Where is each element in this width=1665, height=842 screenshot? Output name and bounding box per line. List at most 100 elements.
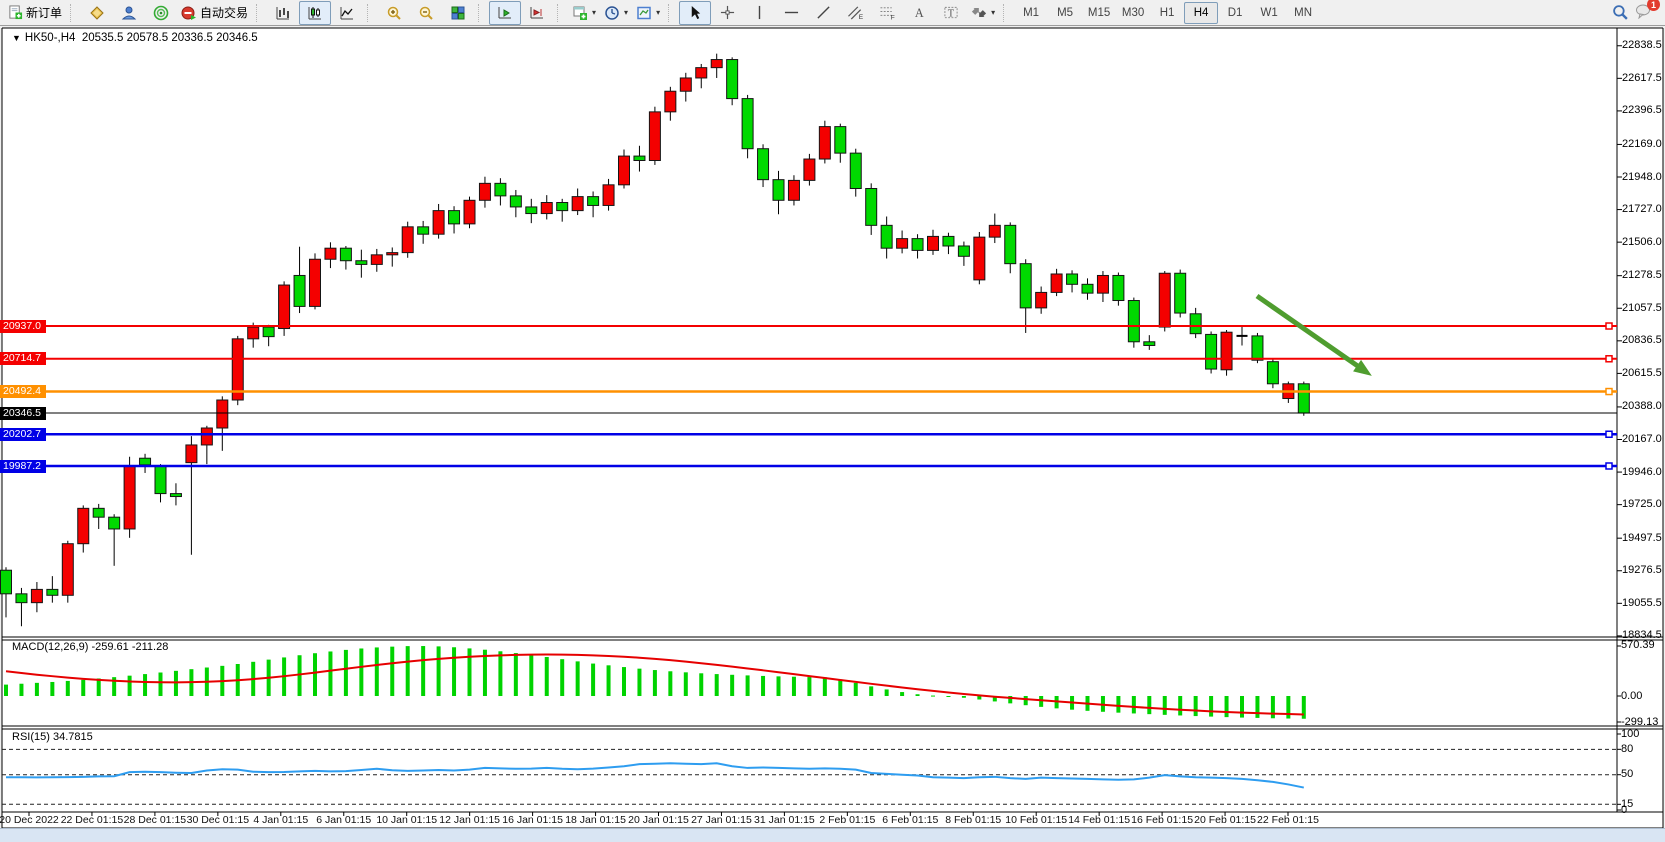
gold-button[interactable] [81, 1, 113, 25]
timeframe-m15[interactable]: M15 [1087, 6, 1111, 19]
line-chart-type-button[interactable] [331, 1, 363, 25]
trendline-button[interactable] [807, 1, 839, 25]
candle [278, 281, 291, 336]
macd-histogram-bar [560, 659, 565, 696]
new-order-button[interactable]: 新订单 [4, 1, 66, 25]
vertical-line-icon [758, 5, 760, 20]
candle [1174, 269, 1187, 318]
candle [1019, 259, 1032, 333]
macd-histogram-bar [946, 696, 951, 697]
time-axis-label: 18 Jan 01:15 [565, 814, 626, 826]
text-button[interactable]: A [903, 1, 935, 25]
candle [865, 183, 878, 235]
macd-histogram-bar [606, 665, 611, 696]
candle-chart-type-button[interactable] [299, 0, 332, 25]
tile-windows-button[interactable] [442, 1, 474, 25]
timeframe-m5[interactable]: M5 [1057, 6, 1074, 19]
macd-histogram-bar [745, 675, 750, 696]
candle [123, 456, 136, 538]
candle [571, 188, 584, 216]
macd-histogram-bar [637, 668, 642, 696]
timeframe-m30[interactable]: M30 [1121, 6, 1145, 19]
candle [1050, 268, 1063, 297]
cursor-icon [691, 5, 700, 20]
search-icon[interactable] [1612, 4, 1629, 21]
macd-histogram-bar [900, 692, 905, 696]
macd-histogram-bar [390, 646, 395, 696]
timeframe-mn[interactable]: MN [1294, 6, 1313, 19]
auto-trading-button[interactable]: 自动交易 [177, 1, 252, 25]
time-axis-label: 6 Feb 01:15 [882, 814, 939, 826]
line-handle [1605, 322, 1613, 330]
macd-histogram-bar [1178, 696, 1183, 716]
time-axis-label: 2 Feb 01:15 [819, 814, 876, 826]
timeframe-w1[interactable]: W1 [1260, 6, 1278, 19]
price-tick-label: 19946.0 [1622, 465, 1662, 478]
candle [61, 540, 74, 603]
time-axis-label: 4 Jan 01:15 [253, 814, 309, 826]
template-button[interactable]: ▾ [632, 1, 664, 25]
trader-button[interactable] [113, 1, 145, 25]
zoom-out-button[interactable] [410, 1, 442, 25]
period-button[interactable]: ▾ [600, 1, 632, 25]
candle [46, 576, 59, 603]
macd-histogram-bar [50, 681, 55, 696]
macd-histogram-bar [529, 654, 534, 696]
text-label-icon: T [944, 6, 958, 19]
status-strip [0, 828, 1665, 842]
timeframe-d1[interactable]: D1 [1227, 6, 1243, 19]
chat-button[interactable]: 1 [1635, 0, 1660, 22]
fibonacci-button[interactable]: F [871, 1, 903, 25]
macd-histogram-bar [652, 670, 657, 696]
candle [787, 175, 800, 206]
candle [1205, 331, 1218, 374]
chart-title: ▼ HK50-,H4 20535.5 20578.5 20336.5 20346.… [12, 32, 258, 44]
candle [1035, 286, 1048, 314]
candle [942, 232, 955, 255]
timeframe-h4[interactable]: H4 [1184, 1, 1219, 24]
candle [648, 106, 661, 165]
macd-histogram-bar [838, 679, 843, 696]
gold-nugget-icon [90, 5, 104, 20]
macd-histogram-bar [297, 655, 302, 696]
time-axis-label: 14 Feb 01:15 [1068, 814, 1131, 826]
new-chart-button[interactable]: ▾ [568, 1, 600, 25]
chart-shift-button[interactable] [521, 1, 553, 25]
equidistant-channel-button[interactable]: E [839, 1, 871, 25]
chart-collapse-icon[interactable]: ▼ [12, 33, 21, 43]
text-label-button[interactable]: T [935, 1, 967, 25]
vertical-line-button[interactable] [743, 1, 775, 25]
candle [803, 153, 816, 186]
time-axis-label: 6 Jan 01:15 [316, 814, 372, 826]
bar-chart-type-button[interactable] [267, 1, 299, 25]
arrows-button[interactable]: ▾ [967, 1, 999, 25]
candle [880, 216, 893, 259]
macd-histogram-bar [34, 682, 39, 696]
cursor-button[interactable] [679, 0, 712, 25]
price-tick-label: 19725.0 [1622, 498, 1662, 511]
time-axis-label: 12 Jan 01:15 [439, 814, 500, 826]
price-tick-label: 21278.5 [1622, 269, 1662, 282]
macd-histogram-bar [591, 663, 596, 696]
candle [448, 206, 461, 234]
candle [710, 53, 723, 78]
toolbar-separator [256, 3, 264, 22]
macd-histogram-bar [421, 646, 426, 696]
timeframe-h1[interactable]: H1 [1159, 6, 1175, 19]
zoom-in-icon [387, 6, 401, 20]
sonar-button[interactable] [145, 1, 177, 25]
auto-scroll-button[interactable] [489, 0, 522, 25]
zoom-in-button[interactable] [378, 1, 410, 25]
chevron-down-icon: ▾ [624, 8, 629, 17]
price-tick-label: 21506.0 [1622, 235, 1662, 248]
horizontal-line-button[interactable] [775, 1, 807, 25]
svg-text:E: E [858, 14, 863, 20]
time-axis-label: 30 Dec 01:15 [186, 814, 250, 826]
time-axis-label: 31 Jan 01:15 [754, 814, 815, 826]
trader-person-icon [121, 6, 137, 19]
line-handle [1605, 462, 1613, 470]
crosshair-button[interactable] [711, 1, 743, 25]
timeframe-m1[interactable]: M1 [1023, 6, 1040, 19]
price-tick-label: 22169.0 [1622, 137, 1662, 150]
rsi-axis-label: 50 [1621, 768, 1634, 781]
